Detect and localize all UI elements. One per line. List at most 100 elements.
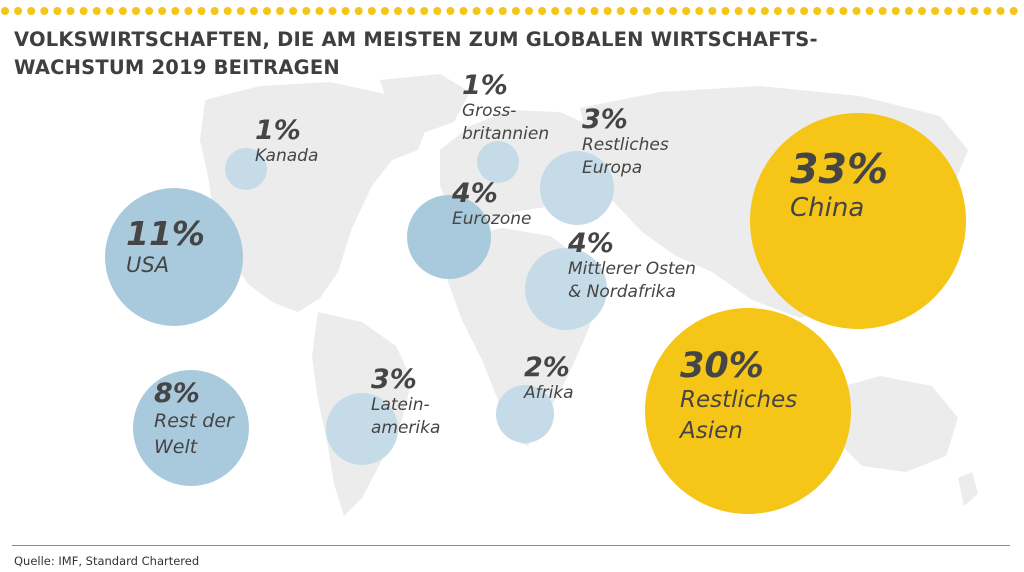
bubble-mittlerer-osten-nordafrika xyxy=(525,248,607,330)
border-dot xyxy=(629,7,638,15)
border-dot xyxy=(472,7,481,15)
border-dot xyxy=(223,7,232,15)
border-dot xyxy=(983,7,992,15)
border-dot xyxy=(669,7,678,15)
bubble-eurozone xyxy=(407,195,491,279)
border-dot xyxy=(289,7,298,15)
bubble-value: 33% xyxy=(790,145,889,193)
bubble-restliches-europa xyxy=(540,151,614,225)
border-dot xyxy=(773,7,782,15)
bubble-category: Eurozone xyxy=(452,209,532,229)
border-dot xyxy=(787,7,795,15)
border-dot xyxy=(852,7,861,15)
bubble-value: 3% xyxy=(582,104,628,135)
bubble-category: Europa xyxy=(582,158,643,178)
border-dot xyxy=(970,7,979,15)
border-dot xyxy=(891,7,900,15)
bubble-category: Afrika xyxy=(524,383,574,403)
border-dot xyxy=(92,7,101,15)
border-dot xyxy=(918,7,926,15)
bubble-grossbritannien xyxy=(477,141,519,183)
border-dot xyxy=(695,7,704,15)
border-dot xyxy=(132,7,140,15)
border-dot xyxy=(996,7,1005,15)
decorative-dot-border xyxy=(1,7,1018,15)
border-dot xyxy=(865,7,874,15)
border-dot xyxy=(656,7,664,15)
bubble-label-mittlerer-osten-nordafrika: 4% Mittlerer Osten & Nordafrika xyxy=(568,230,696,304)
border-dot xyxy=(158,7,167,15)
border-dot xyxy=(721,7,730,15)
border-dot xyxy=(525,7,533,15)
border-dot xyxy=(433,7,442,15)
border-dot xyxy=(800,7,809,15)
bubble-label-afrika: 2% Afrika xyxy=(524,354,574,405)
bubble-category: Rest der xyxy=(154,410,234,432)
bubble-value: 8% xyxy=(154,378,200,409)
footer-rule xyxy=(12,545,1010,546)
bubble-category: britannien xyxy=(462,124,550,144)
border-dot xyxy=(446,7,455,15)
border-dot xyxy=(341,7,350,15)
border-dot xyxy=(459,7,468,15)
europe-shape xyxy=(440,110,612,228)
new-zealand-shape xyxy=(958,472,978,506)
bubble-label-kanada: 1% Kanada xyxy=(255,117,318,168)
bubble-china xyxy=(750,113,966,329)
bubble-lateinamerika xyxy=(326,393,398,465)
chart-title: VOLKSWIRTSCHAFTEN, DIE AM MEISTEN ZUM GL… xyxy=(14,26,914,82)
border-dot xyxy=(485,7,494,15)
bubble-label-usa: 11% USA xyxy=(126,216,205,279)
border-dot xyxy=(577,7,586,15)
border-dot xyxy=(197,7,206,15)
source-note: Quelle: IMF, Standard Chartered xyxy=(14,554,200,568)
border-dot xyxy=(734,7,743,15)
bubble-value: 3% xyxy=(371,364,417,395)
bubble-category: Latein- xyxy=(371,395,430,415)
border-dot xyxy=(407,7,416,15)
bubble-afrika xyxy=(496,385,554,443)
bubble-category: USA xyxy=(126,253,170,277)
border-dot xyxy=(420,7,429,15)
border-dot xyxy=(276,7,285,15)
bubble-category: amerika xyxy=(371,418,441,438)
bubble-label-eurozone: 4% Eurozone xyxy=(452,180,531,231)
australia-shape xyxy=(830,376,958,472)
border-dot xyxy=(27,7,36,15)
bubble-usa xyxy=(105,188,243,326)
border-dot xyxy=(551,7,560,15)
bubble-label-china: 33% China xyxy=(790,148,888,226)
border-dot xyxy=(79,7,88,15)
border-dot xyxy=(538,7,547,15)
border-dot xyxy=(1,7,9,15)
border-dot xyxy=(878,7,887,15)
bubble-value: 2% xyxy=(524,352,570,383)
bubble-label-lateinamerika: 3% Latein-amerika xyxy=(371,366,440,440)
border-dot xyxy=(249,7,258,15)
world-map xyxy=(105,74,978,516)
border-dot xyxy=(498,7,507,15)
border-dot xyxy=(642,7,651,15)
bubble-label-restliches-europa: 3% Restliches Europa xyxy=(582,106,669,180)
border-dot xyxy=(394,7,402,15)
bubble-category: Kanada xyxy=(255,146,319,166)
bubble-value: 30% xyxy=(680,346,764,386)
bubble-label-restliches-asien: 30% Restliches Asien xyxy=(680,348,797,447)
bubble-category: Restliches xyxy=(582,135,669,155)
bubble-category: China xyxy=(790,193,865,223)
border-dot xyxy=(603,7,612,15)
bubble-category: Welt xyxy=(154,436,198,458)
bubbles xyxy=(105,113,966,514)
border-dot xyxy=(66,7,75,15)
bubble-rest-der-welt xyxy=(133,370,249,486)
bubble-category: Mittlerer Osten xyxy=(568,259,696,279)
border-dot xyxy=(944,7,953,15)
bubble-value: 4% xyxy=(452,178,498,209)
border-dot xyxy=(263,7,271,15)
border-dot xyxy=(904,7,913,15)
bubble-category: Restliches xyxy=(680,387,798,413)
bubble-restliches-asien xyxy=(645,308,851,514)
border-dot xyxy=(315,7,324,15)
north-america-shape xyxy=(200,82,430,312)
bubble-label-rest-der-welt: 8% Rest der Welt xyxy=(154,380,234,460)
